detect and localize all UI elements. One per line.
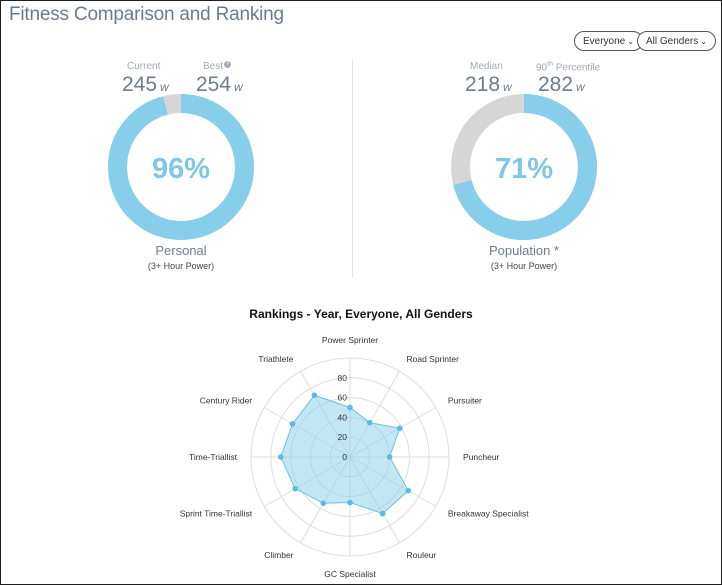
radar-category-label: Power Sprinter <box>322 335 378 345</box>
radar-point <box>347 499 353 506</box>
best-label-text: Best <box>203 61 224 72</box>
population-donut-arc <box>451 94 597 240</box>
radar-chart: 0 20 40 60 80 Power Sprinter Road Sprinter Purs… <box>180 335 530 579</box>
radar-tick-label: 0 <box>342 452 347 462</box>
radar-category-label: Rouleur <box>407 550 437 560</box>
radar-point <box>320 500 327 507</box>
radar-point <box>405 487 412 494</box>
population-percent: 71% <box>495 153 553 185</box>
radar-category-label: Puncheur <box>463 452 500 462</box>
radar-tick-label: 80 <box>338 373 348 383</box>
radar-point <box>311 392 318 399</box>
radar-category-label: Time-Triallist <box>189 452 238 462</box>
radar-point <box>277 454 284 460</box>
radar-tick-label: 40 <box>338 412 348 422</box>
radar-point <box>396 425 403 432</box>
radar-point <box>386 454 393 460</box>
radar-category-label: GC Specialist <box>324 569 376 579</box>
radar-category-label: Breakaway Specialist <box>448 509 529 519</box>
everyone-dropdown[interactable]: Everyone ⌄ <box>574 31 643 51</box>
info-icon[interactable]: ? <box>224 61 232 68</box>
current-unit: w <box>160 80 169 94</box>
radar-title: Rankings - Year, Everyone, All Genders <box>249 307 473 321</box>
chevron-down-icon: ⌄ <box>627 37 634 46</box>
radar-category-label: Triathlete <box>258 354 293 364</box>
radar-point <box>379 510 386 517</box>
radar-point <box>347 404 353 411</box>
radar-category-label: Pursuiter <box>448 396 482 406</box>
personal-caption: Personal <box>155 243 207 258</box>
radar-point <box>289 421 296 427</box>
pct90-unit: w <box>576 80 585 94</box>
current-value: 245 w <box>122 73 169 97</box>
radar-point <box>367 419 373 426</box>
best-number: 254 <box>196 73 232 96</box>
page-title: Fitness Comparison and Ranking <box>9 4 284 25</box>
gender-dropdown[interactable]: All Genders ⌄ <box>637 31 716 51</box>
median-value: 218 w <box>465 73 512 97</box>
radar-category-label: Sprint Time-Triallist <box>180 509 253 519</box>
best-value: 254 w <box>196 73 243 97</box>
radar-category-label: Century Rider <box>200 396 253 406</box>
pct90-label: 90th Percentile <box>536 61 600 73</box>
pct90-prefix: 90 <box>536 62 548 74</box>
chevron-down-icon: ⌄ <box>700 37 707 46</box>
section-divider <box>352 60 353 278</box>
gender-dropdown-label: All Genders <box>646 36 699 47</box>
best-unit: w <box>234 80 243 94</box>
personal-donut: 96% <box>108 94 254 240</box>
radar-tick-label: 60 <box>338 393 348 403</box>
median-number: 218 <box>465 73 501 96</box>
current-number: 245 <box>122 73 158 96</box>
best-label: Best? <box>203 61 232 72</box>
population-donut: 71% <box>451 94 597 240</box>
everyone-dropdown-label: Everyone <box>583 36 626 47</box>
personal-subcaption: (3+ Hour Power) <box>147 261 215 271</box>
pct90-sup: th <box>547 61 553 68</box>
pct90-number: 282 <box>538 73 574 96</box>
personal-donut-arc <box>108 94 254 240</box>
radar-category-label: Climber <box>264 550 293 560</box>
personal-percent: 96% <box>152 153 210 185</box>
radar-point <box>292 485 298 492</box>
radar-tick-label: 20 <box>338 432 348 442</box>
pct90-value: 282 w <box>538 73 585 97</box>
current-label: Current <box>127 61 161 72</box>
population-subcaption: (3+ Hour Power) <box>490 261 558 271</box>
median-label: Median <box>470 61 503 72</box>
population-caption: Population * <box>488 243 560 258</box>
median-unit: w <box>503 80 512 94</box>
radar-category-label: Road Sprinter <box>407 354 460 364</box>
pct90-suffix: Percentile <box>552 62 601 74</box>
